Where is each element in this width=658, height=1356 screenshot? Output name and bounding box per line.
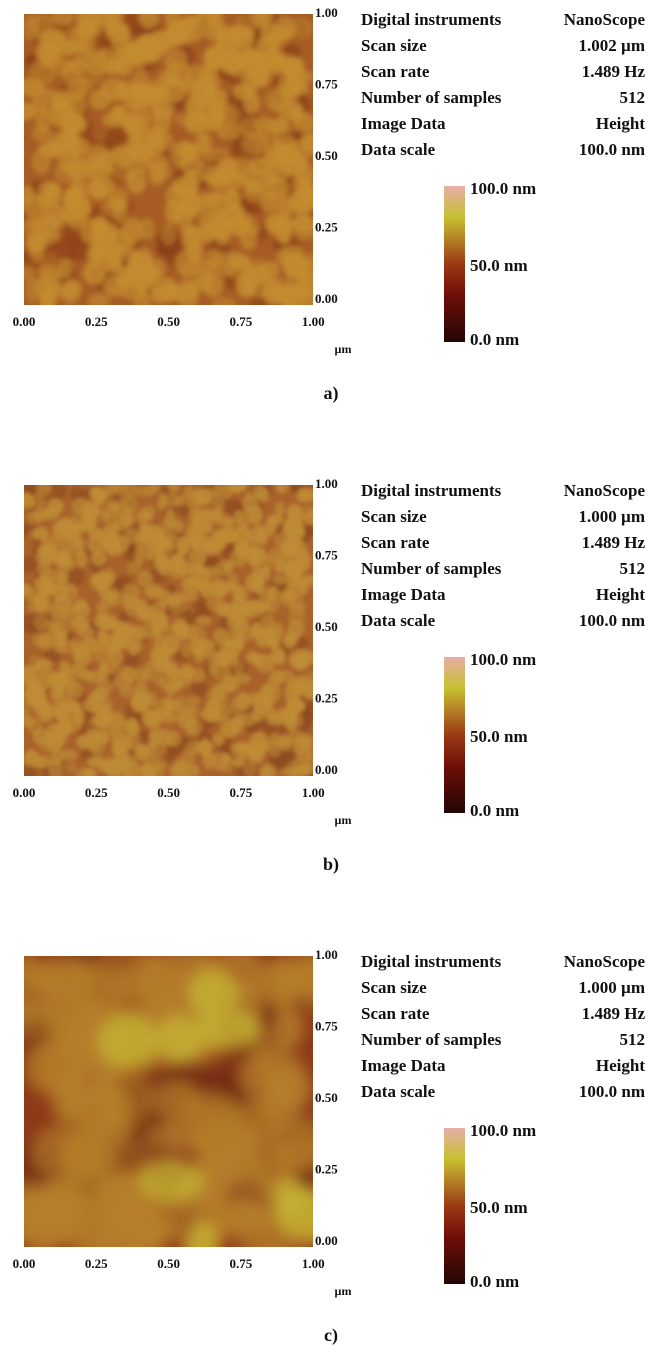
x-tick-label: 1.00	[302, 314, 325, 329]
info-key: Digital instruments	[361, 952, 502, 971]
colorbar-label: 50.0 nm	[470, 727, 528, 746]
info-key: Data scale	[361, 1082, 436, 1101]
axis-unit: µm	[335, 1284, 352, 1298]
info-value: 1.489 Hz	[582, 533, 646, 552]
x-tick-label: 0.00	[13, 314, 36, 329]
info-value: 1.489 Hz	[582, 62, 646, 81]
info-value: NanoScope	[564, 481, 646, 500]
info-key: Image Data	[361, 585, 446, 604]
info-key: Scan rate	[361, 533, 430, 552]
info-value: 1.002 µm	[579, 36, 645, 55]
colorbar-label: 100.0 nm	[470, 1121, 536, 1140]
figure: 1.00 0.75 0.50 0.25 0.00 0.00 0.25 0.50 0.75 1.00…	[0, 0, 658, 1351]
info-value: Height	[596, 585, 645, 604]
info-key: Data scale	[361, 611, 436, 630]
y-tick-label: 0.50	[315, 1090, 338, 1105]
x-tick-label: 0.75	[230, 785, 253, 800]
info-key: Scan rate	[361, 62, 430, 81]
colorbar-label: 0.0 nm	[470, 801, 519, 820]
x-tick-label: 0.50	[157, 314, 180, 329]
colorbar-label: 0.0 nm	[470, 1272, 519, 1291]
axis-unit: µm	[335, 342, 352, 356]
y-tick-label: 0.25	[315, 219, 338, 234]
panel: 1.00 0.75 0.50 0.25 0.00 0.00 0.25 0.50 0.75 1.00…	[13, 476, 646, 875]
panel-label: a)	[324, 383, 339, 404]
info-value: 100.0 nm	[579, 1082, 645, 1101]
colorbar-label: 0.0 nm	[470, 330, 519, 349]
info-key: Scan size	[361, 36, 427, 55]
x-tick-label: 1.00	[302, 1256, 325, 1271]
x-tick-label: 0.25	[85, 785, 108, 800]
y-tick-label: 1.00	[315, 476, 338, 491]
y-tick-label: 0.50	[315, 619, 338, 634]
colorbar-label: 50.0 nm	[470, 256, 528, 275]
info-value: 1.489 Hz	[582, 1004, 646, 1023]
y-tick-label: 0.50	[315, 148, 338, 163]
axis-unit: µm	[335, 813, 352, 827]
y-tick-label: 0.25	[315, 690, 338, 705]
info-value: 100.0 nm	[579, 140, 645, 159]
panel: 1.00 0.75 0.50 0.25 0.00 0.00 0.25 0.50 0.75 1.00…	[13, 2, 646, 404]
colorbar-label: 100.0 nm	[470, 650, 536, 669]
y-tick-label: 0.25	[315, 1161, 338, 1176]
info-value: 512	[620, 1030, 646, 1049]
info-key: Digital instruments	[361, 481, 502, 500]
x-tick-label: 0.50	[157, 785, 180, 800]
colorbar	[444, 657, 465, 813]
y-tick-label: 0.00	[315, 291, 338, 306]
colorbar	[444, 186, 465, 342]
info-value: 100.0 nm	[579, 611, 645, 630]
info-value: 512	[620, 88, 646, 107]
x-tick-label: 0.75	[230, 1256, 253, 1271]
info-key: Number of samples	[361, 1030, 502, 1049]
info-value: NanoScope	[564, 10, 646, 29]
y-tick-label: 0.75	[315, 547, 338, 562]
y-tick-label: 0.00	[315, 1233, 338, 1248]
x-tick-label: 0.25	[85, 1256, 108, 1271]
panel-label: b)	[323, 854, 339, 875]
x-tick-label: 0.00	[13, 785, 36, 800]
x-tick-label: 0.00	[13, 1256, 36, 1271]
info-key: Scan rate	[361, 1004, 430, 1023]
x-tick-label: 1.00	[302, 785, 325, 800]
y-tick-label: 0.75	[315, 1018, 338, 1033]
afm-image	[14, 2, 324, 314]
afm-image	[0, 929, 340, 1272]
info-value: NanoScope	[564, 952, 646, 971]
info-value: 512	[620, 559, 646, 578]
info-key: Scan size	[361, 507, 427, 526]
info-key: Number of samples	[361, 559, 502, 578]
x-tick-label: 0.50	[157, 1256, 180, 1271]
info-value: Height	[596, 1056, 645, 1075]
afm-image	[16, 476, 322, 784]
colorbar-label: 50.0 nm	[470, 1198, 528, 1217]
info-key: Scan size	[361, 978, 427, 997]
info-key: Image Data	[361, 114, 446, 133]
x-tick-label: 0.75	[230, 314, 253, 329]
colorbar	[444, 1128, 465, 1284]
y-tick-label: 1.00	[315, 5, 338, 20]
y-tick-label: 1.00	[315, 947, 338, 962]
info-key: Data scale	[361, 140, 436, 159]
info-key: Digital instruments	[361, 10, 502, 29]
info-key: Number of samples	[361, 88, 502, 107]
info-value: Height	[596, 114, 645, 133]
info-value: 1.000 µm	[579, 978, 645, 997]
panel: 1.00 0.75 0.50 0.25 0.00 0.00 0.25 0.50 0.75 1.00…	[0, 929, 645, 1346]
info-key: Image Data	[361, 1056, 446, 1075]
panel-label: c)	[324, 1325, 338, 1346]
x-tick-label: 0.25	[85, 314, 108, 329]
y-tick-label: 0.75	[315, 76, 338, 91]
info-value: 1.000 µm	[579, 507, 645, 526]
colorbar-label: 100.0 nm	[470, 179, 536, 198]
y-tick-label: 0.00	[315, 762, 338, 777]
